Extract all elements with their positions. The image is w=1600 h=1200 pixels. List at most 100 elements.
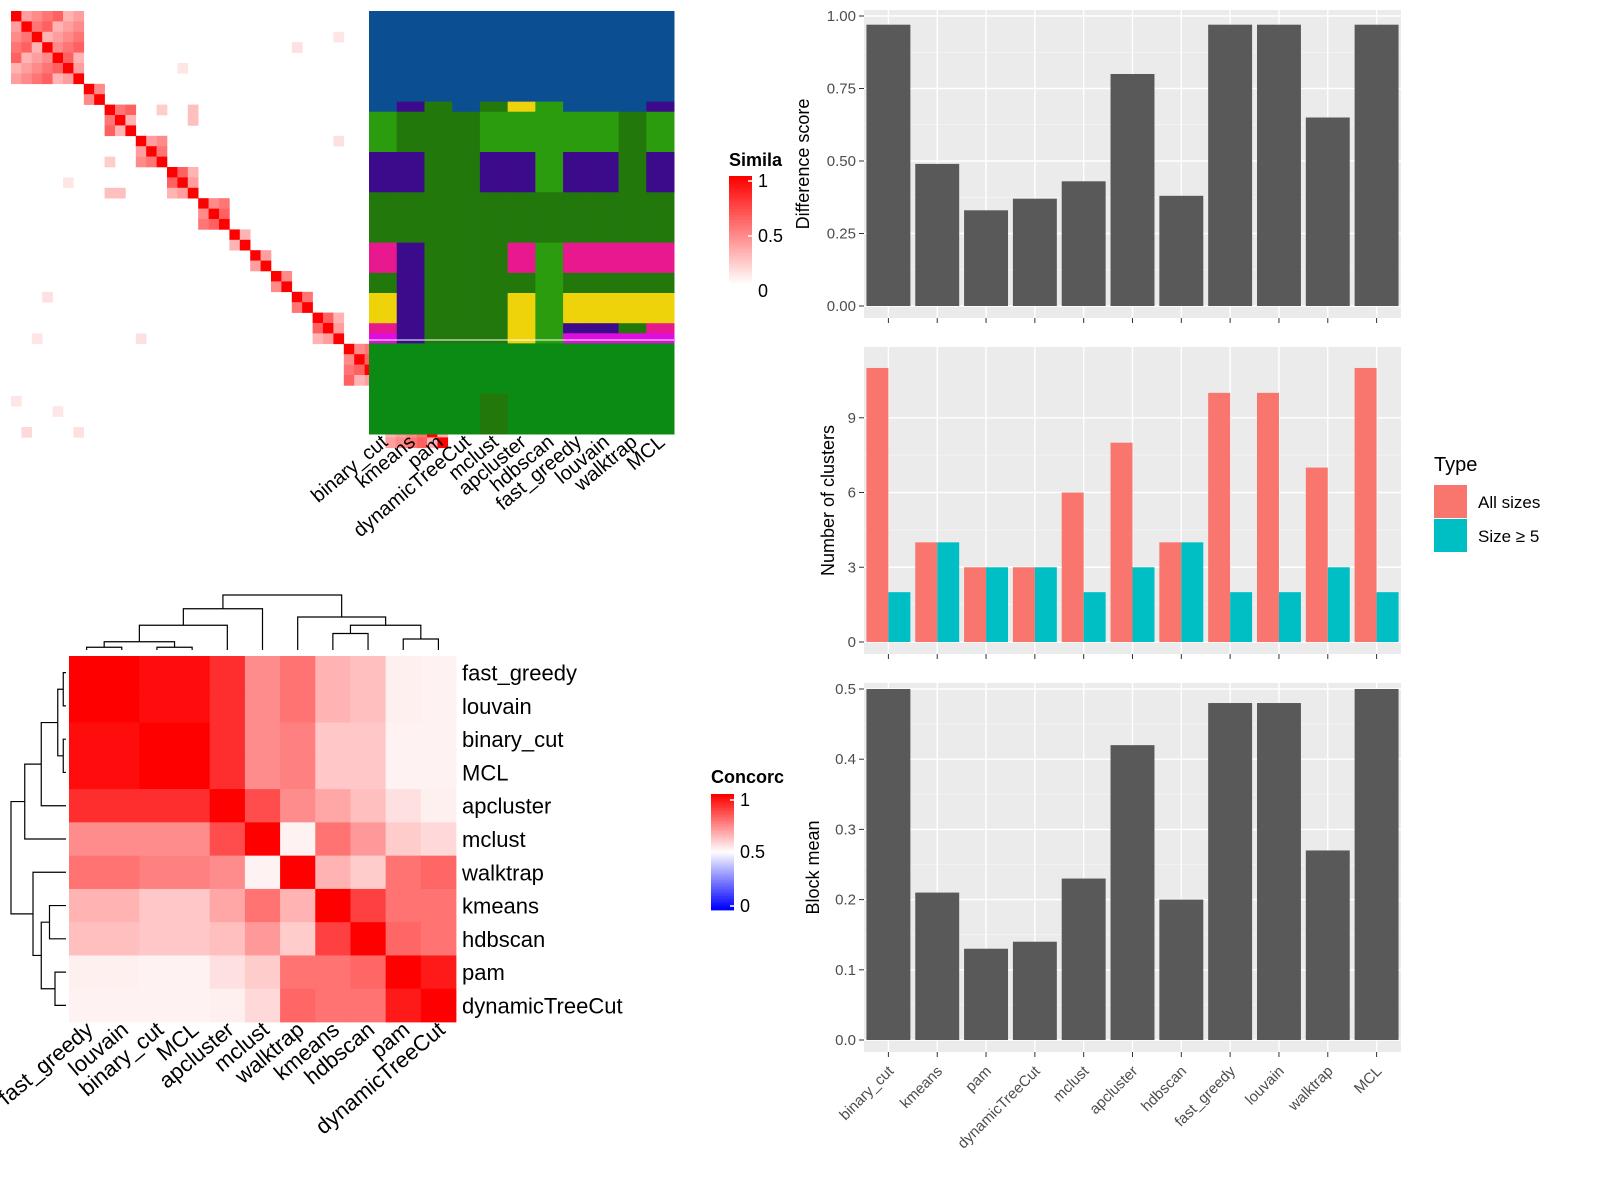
concordance-legend-swatch bbox=[711, 798, 734, 802]
assignment-cell bbox=[369, 111, 398, 153]
similarity-legend-swatch bbox=[729, 214, 752, 218]
assignment-cell bbox=[535, 152, 564, 193]
assignment-cell bbox=[563, 393, 592, 435]
assignment-cell bbox=[396, 293, 425, 324]
similarity-cell bbox=[63, 42, 74, 53]
assignment-cell bbox=[535, 393, 564, 435]
similarity-cell bbox=[187, 167, 199, 178]
assignment-cell bbox=[646, 293, 675, 324]
similarity-cell bbox=[343, 375, 355, 386]
concordance-row-label: dynamicTreeCut bbox=[462, 993, 623, 1018]
similarity-cell bbox=[167, 167, 178, 178]
assignment-cell bbox=[424, 11, 453, 103]
assignment-cell bbox=[590, 343, 620, 395]
concordance-cell bbox=[350, 955, 387, 990]
assignment-cell bbox=[535, 111, 564, 153]
assignment-cell bbox=[507, 343, 536, 395]
assignment-cell bbox=[590, 333, 620, 344]
similarity-cell bbox=[52, 21, 64, 33]
concordance-legend-title: Concorc bbox=[711, 767, 784, 787]
x-tick-label: walktrap bbox=[1284, 1063, 1336, 1115]
concordance-row-label: pam bbox=[462, 960, 505, 985]
similarity-cell bbox=[31, 52, 43, 64]
concordance-cell bbox=[244, 955, 281, 990]
similarity-cell bbox=[385, 437, 397, 449]
similarity-cell bbox=[94, 94, 105, 105]
assignment-cell bbox=[646, 11, 675, 103]
similarity-legend-swatch bbox=[729, 283, 752, 287]
y-axis-title: Block mean bbox=[803, 820, 823, 914]
concordance-legend-swatch bbox=[711, 903, 734, 906]
bar bbox=[1110, 745, 1155, 1040]
dendrogram-branch bbox=[48, 904, 66, 940]
bar bbox=[1278, 592, 1301, 642]
x-tick-label: binary_cut bbox=[836, 1062, 898, 1124]
y-tick-label: 0 bbox=[848, 634, 856, 651]
assignment-cell bbox=[590, 242, 620, 274]
similarity-cell bbox=[42, 11, 53, 22]
concordance-legend-swatch bbox=[711, 863, 734, 867]
bar bbox=[1181, 542, 1204, 642]
similarity-cell bbox=[83, 94, 95, 105]
similarity-cell bbox=[31, 63, 43, 74]
similarity-legend-swatch bbox=[729, 261, 752, 265]
concordance-cell bbox=[420, 822, 457, 857]
bar bbox=[1110, 442, 1133, 642]
similarity-cell bbox=[427, 437, 438, 449]
concordance-legend: Concorc 1 0.5 0 bbox=[711, 767, 784, 916]
assignment-cell bbox=[618, 333, 647, 344]
similarity-cell bbox=[63, 63, 74, 74]
concordance-cell bbox=[69, 922, 105, 956]
concordance-legend-swatch bbox=[711, 814, 734, 818]
concordance-legend-swatch bbox=[711, 852, 734, 855]
bar bbox=[1159, 195, 1204, 306]
concordance-legend-swatch bbox=[711, 854, 734, 858]
dendrogram-branch bbox=[62, 738, 66, 774]
concordance-cell bbox=[420, 922, 457, 956]
concordance-legend-swatch bbox=[711, 805, 734, 809]
bar bbox=[1305, 467, 1328, 642]
dendrogram-branch bbox=[10, 800, 33, 915]
y-tick-label: 0.1 bbox=[835, 962, 856, 979]
concordance-cell bbox=[209, 888, 246, 923]
assignment-cell bbox=[424, 293, 453, 324]
assignment-cell bbox=[535, 323, 564, 334]
dendrogram-branch bbox=[54, 971, 66, 1006]
assignment-cell bbox=[590, 192, 620, 244]
concordance-row-label: MCL bbox=[462, 761, 508, 786]
similarity-legend-swatch bbox=[729, 192, 752, 196]
assignment-cell bbox=[507, 192, 536, 244]
concordance-cell bbox=[209, 922, 246, 956]
assignment-cell bbox=[618, 242, 647, 274]
assignment-cell bbox=[396, 11, 425, 103]
assignment-cell bbox=[646, 192, 675, 244]
concordance-legend-swatch bbox=[711, 856, 734, 860]
concordance-cell bbox=[385, 656, 422, 690]
concordance-cell bbox=[385, 689, 422, 723]
y-axis-title: Number of clusters bbox=[818, 425, 838, 576]
assignment-cell bbox=[618, 192, 647, 244]
similarity-cell bbox=[229, 239, 241, 251]
x-tick-label: pam bbox=[962, 1063, 995, 1096]
bar bbox=[937, 542, 960, 642]
assignment-cell bbox=[479, 333, 509, 344]
bar bbox=[1256, 703, 1301, 1040]
similarity-cell bbox=[312, 333, 324, 345]
concordance-cell bbox=[174, 822, 211, 857]
concordance-row-label: hdbscan bbox=[462, 927, 545, 952]
assignment-cell bbox=[452, 242, 481, 274]
concordance-row-label: walktrap bbox=[461, 860, 544, 885]
concordance-cell bbox=[420, 888, 457, 923]
assignment-cell bbox=[535, 343, 564, 395]
assignment-cell bbox=[590, 152, 620, 193]
concordance-legend-swatch bbox=[711, 872, 734, 876]
similarity-cell bbox=[291, 291, 303, 303]
assignment-cell bbox=[396, 242, 425, 274]
y-tick-label: 0.75 bbox=[827, 81, 856, 98]
concordance-cell bbox=[420, 855, 457, 890]
concordance-legend-swatch bbox=[711, 807, 734, 811]
concordance-row-label: fast_greedy bbox=[462, 661, 577, 686]
concordance-cell bbox=[280, 988, 316, 1023]
similarity-cell bbox=[135, 146, 147, 157]
